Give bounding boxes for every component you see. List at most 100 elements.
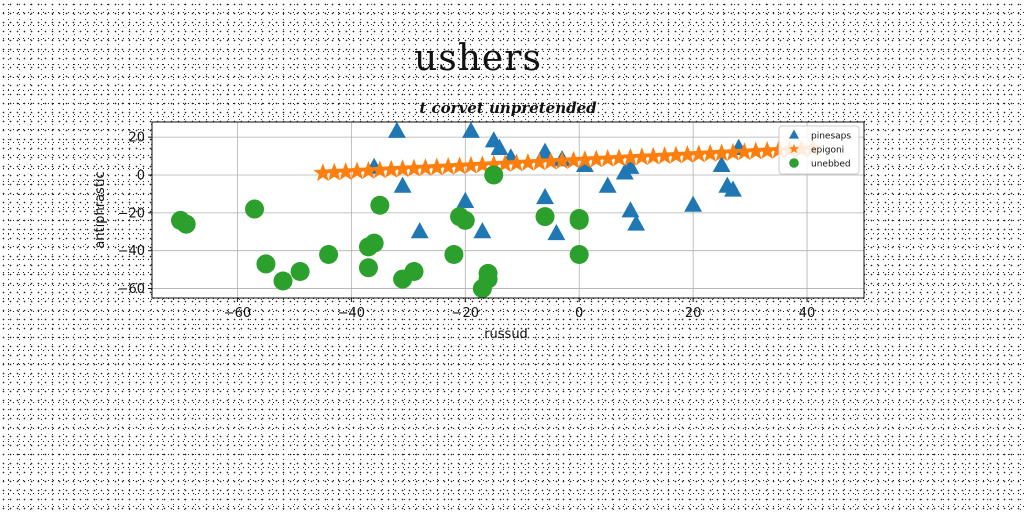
plot-frame [151,121,865,299]
y-axis-label: antiphrastic [93,171,108,248]
legend-items: pinesaps epigoni unebbed [788,129,851,170]
point-unebbed [569,244,589,264]
point-unebbed [404,262,424,282]
point-unebbed [455,210,475,230]
point-pinesaps [536,188,554,205]
legend-item-unebbed: unebbed [789,158,851,170]
point-unebbed [358,258,378,278]
point-epigoni [575,150,595,169]
point-pinesaps [598,176,617,193]
point-epigoni [541,151,561,170]
point-epigoni [381,159,401,178]
point-unebbed [370,195,390,215]
point-epigoni [529,152,549,171]
point-epigoni [700,143,720,162]
legend-label: epigoni [811,146,844,156]
figure-title: ushers [414,38,542,79]
point-unebbed [245,199,265,219]
point-pinesaps [410,222,429,239]
point-epigoni [438,156,458,175]
legend-marker-pinesaps [788,129,800,139]
legend-item-epigoni: epigoni [788,143,844,156]
point-epigoni [472,155,492,174]
point-epigoni [518,152,538,171]
x-tick-label: −60 [224,306,251,321]
series-epigoni [313,138,823,182]
point-epigoni [643,146,663,165]
point-pinesaps [536,142,554,159]
y-tick-label: −40 [118,244,145,259]
point-epigoni [598,149,618,167]
point-epigoni [393,159,413,178]
point-pinesaps [393,176,412,193]
grid-lines [152,122,864,298]
point-epigoni [415,158,435,176]
point-epigoni [552,151,572,170]
point-epigoni [655,146,675,165]
point-pinesaps [621,157,640,174]
legend-item-pinesaps: pinesaps [788,129,851,142]
point-epigoni [723,142,743,161]
point-epigoni [359,160,378,179]
point-unebbed [535,207,555,227]
data-marks [170,121,823,299]
point-epigoni [495,154,515,173]
point-epigoni [564,150,583,169]
point-epigoni [689,144,709,163]
y-tick-label: −20 [118,206,145,221]
point-epigoni [666,145,686,164]
x-tick-label: 20 [685,306,702,321]
x-tick-label: 40 [799,306,816,321]
point-epigoni [370,160,390,179]
point-epigoni [746,141,766,160]
y-tick-label: −60 [118,282,145,297]
legend-marker-unebbed [789,158,799,168]
point-epigoni [734,142,754,161]
point-pinesaps [490,138,509,155]
x-tick-label: 0 [575,306,583,321]
point-epigoni [347,161,367,180]
series-unebbed [170,165,589,299]
point-unebbed [273,271,293,291]
point-epigoni [678,145,697,163]
legend-label: unebbed [811,160,851,170]
y-tick-label: 20 [128,131,145,146]
legend-marker-epigoni [788,143,800,154]
x-tick-label: −20 [452,306,479,321]
legend: pinesaps epigoni unebbed [778,125,860,175]
point-unebbed [290,262,310,282]
point-pinesaps [473,222,492,239]
point-epigoni [336,162,356,180]
point-unebbed [478,263,498,283]
x-tick-label: −40 [338,306,365,321]
point-pinesaps [627,214,646,231]
point-epigoni [313,163,333,182]
point-unebbed [569,210,589,230]
point-pinesaps [388,121,406,138]
point-epigoni [450,156,469,175]
point-epigoni [324,162,344,181]
y-tick-label: 0 [137,168,145,183]
point-pinesaps [724,180,742,197]
point-epigoni [484,154,504,173]
legend-label: pinesaps [811,132,851,142]
point-epigoni [621,147,640,166]
point-unebbed [319,244,339,264]
legend-box [778,125,860,175]
point-epigoni [427,157,447,176]
point-unebbed [484,165,504,185]
point-epigoni [609,148,629,167]
point-pinesaps [547,223,566,241]
point-pinesaps [462,121,480,138]
axis-ticks: −60 −40 −20 0 20 40 −60 −40 −20 0 20 [118,131,816,321]
point-unebbed [176,214,196,234]
point-epigoni [404,158,424,177]
point-unebbed [256,254,276,274]
point-pinesaps [621,201,640,218]
point-epigoni [507,153,526,172]
point-pinesaps [456,191,475,208]
point-epigoni [712,143,732,162]
point-unebbed [444,244,464,264]
point-epigoni [461,155,481,174]
